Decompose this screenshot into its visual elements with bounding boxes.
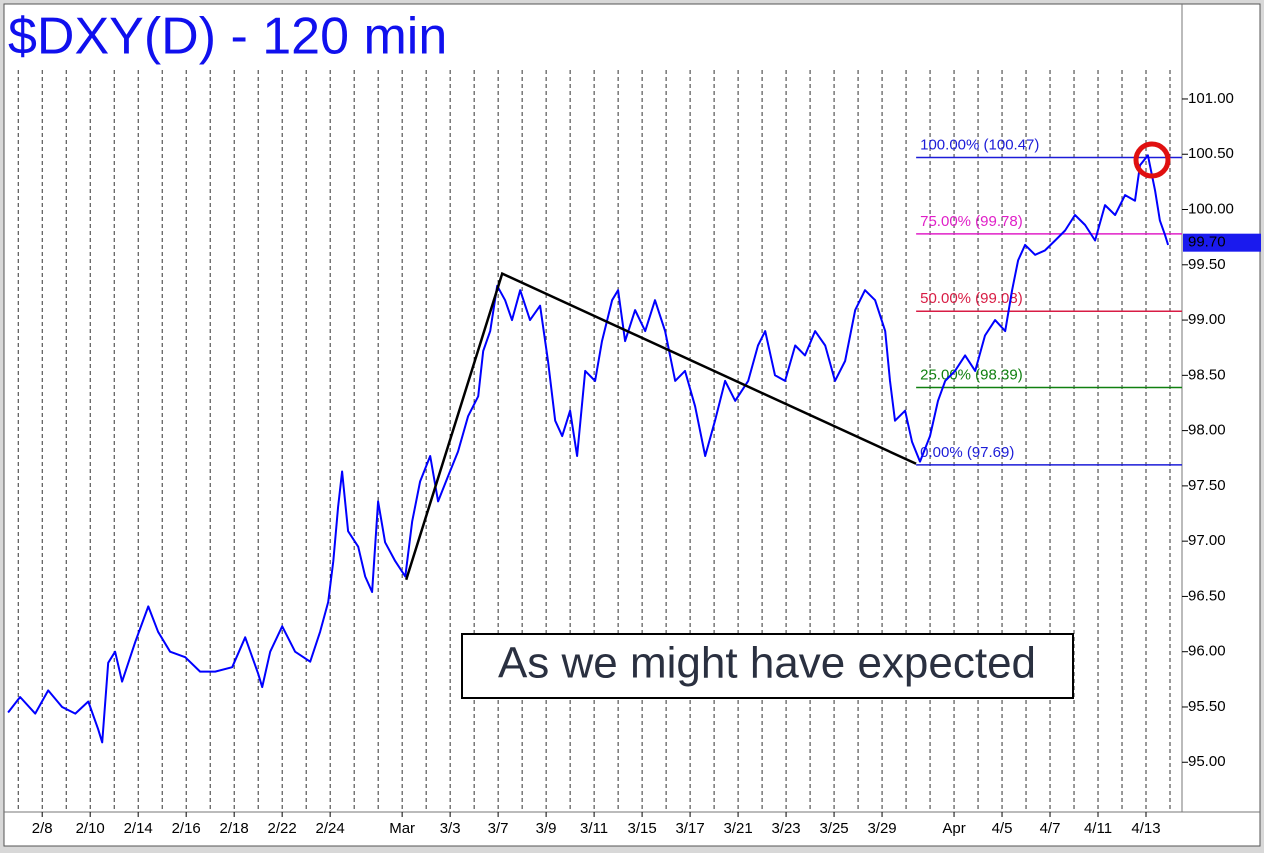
x-tick-label: 3/9 — [536, 820, 557, 837]
x-tick-label: 4/5 — [992, 820, 1013, 837]
x-tick-label: 3/25 — [819, 820, 848, 837]
fib-label: 0.00% (97.69) — [920, 444, 1014, 461]
fib-label: 25.00% (98.39) — [920, 366, 1023, 383]
x-tick-label: 2/8 — [32, 820, 53, 837]
y-tick-label: 95.00 — [1188, 753, 1226, 770]
y-tick-label: 99.00 — [1188, 311, 1226, 328]
y-tick-label: 100.50 — [1188, 145, 1234, 162]
chart-title: $DXY(D) - 120 min — [8, 8, 447, 66]
last-price-label: 99.70 — [1188, 234, 1226, 251]
x-tick-label: 3/11 — [580, 820, 608, 837]
x-tick-label: 3/15 — [627, 820, 656, 837]
fib-label: 100.00% (100.47) — [920, 137, 1039, 154]
x-tick-label: 3/3 — [440, 820, 461, 837]
y-tick-label: 96.50 — [1188, 587, 1226, 604]
y-tick-label: 99.50 — [1188, 256, 1226, 273]
panel — [3, 3, 1261, 847]
x-tick-label: 3/7 — [488, 820, 509, 837]
fib-label: 75.00% (99.78) — [920, 213, 1023, 230]
x-tick-label: 2/14 — [124, 820, 153, 837]
y-tick-label: 97.00 — [1188, 532, 1226, 549]
x-tick-label: 2/10 — [76, 820, 105, 837]
price-line — [7, 154, 1170, 744]
x-tick-label: Mar — [389, 820, 415, 837]
x-tick-label: 2/18 — [220, 820, 249, 837]
annotation: As we might have expected — [498, 639, 1036, 688]
x-tick-label: 4/7 — [1040, 820, 1061, 837]
y-tick-label: 101.00 — [1188, 90, 1234, 107]
highlight-circle — [1133, 141, 1171, 179]
last-price-badge — [1183, 233, 1261, 252]
y-tick-label: 95.50 — [1188, 698, 1226, 715]
fib-label: 50.00% (99.08) — [920, 290, 1023, 307]
y-tick-label: 98.50 — [1188, 366, 1226, 383]
y-tick-label: 98.00 — [1188, 422, 1226, 439]
x-tick-label: 3/29 — [867, 820, 896, 837]
x-tick-label: 2/22 — [268, 820, 297, 837]
marks: 100.00% (100.47) 75.00% (99.78) 50.00% (99… — [7, 137, 1182, 744]
y-tick-label: 100.00 — [1188, 200, 1234, 217]
x-tick-label: 3/23 — [771, 820, 800, 837]
x-tick-label: 2/24 — [316, 820, 345, 837]
x-tick-label: 2/16 — [172, 820, 201, 837]
x-tick-label: Apr — [942, 820, 965, 837]
y-tick-label: 97.50 — [1188, 477, 1226, 494]
trendline — [405, 271, 917, 581]
x-tick-label: 4/13 — [1131, 820, 1160, 837]
x-tick-label: 4/11 — [1084, 820, 1112, 837]
x-tick-label: 3/17 — [675, 820, 704, 837]
annotation-box — [461, 633, 1074, 699]
y-tick-label: 96.00 — [1188, 643, 1226, 660]
x-tick-label: 3/21 — [723, 820, 752, 837]
